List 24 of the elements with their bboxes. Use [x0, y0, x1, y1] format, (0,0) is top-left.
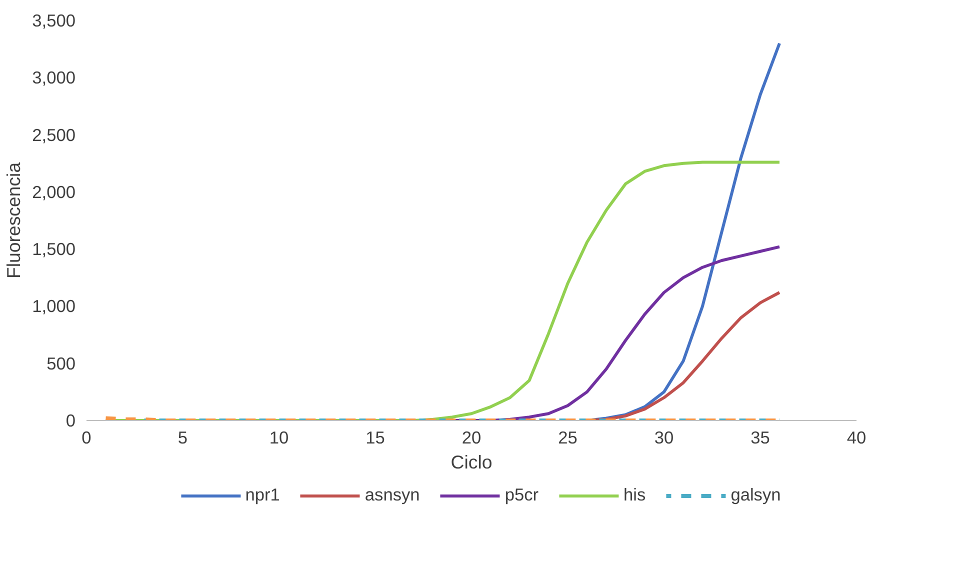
- y-tick-label: 2,500: [32, 124, 76, 145]
- legend-label: p5cr: [504, 484, 539, 506]
- x-tick-label: 0: [82, 428, 92, 448]
- legend-label: npr1: [245, 484, 280, 506]
- x-tick-label: 35: [750, 428, 770, 448]
- x-tick-label: 25: [558, 428, 578, 448]
- x-tick-label: 10: [269, 428, 289, 448]
- y-tick-label: 3,000: [32, 68, 76, 88]
- y-tick-label: 0: [66, 410, 76, 430]
- x-tick-label: 40: [846, 428, 866, 448]
- legend-label: galsyn: [730, 484, 781, 506]
- x-tick-label: 15: [366, 428, 385, 448]
- y-tick-label: 500: [46, 353, 76, 374]
- x-axis-title: Ciclo: [450, 452, 492, 472]
- y-axis-title: Fluorescencia: [3, 162, 24, 279]
- y-tick-label: 1,500: [32, 239, 76, 260]
- x-tick-label: 5: [178, 428, 188, 448]
- y-tick-label: 1,000: [32, 296, 76, 316]
- y-tick-label: 3,500: [32, 10, 76, 30]
- x-tick-label: 30: [654, 428, 674, 448]
- x-tick-label: 20: [462, 428, 482, 448]
- y-tick-label: 2,000: [32, 182, 76, 202]
- legend-label: asnsyn: [364, 484, 420, 506]
- legend-label: his: [624, 484, 646, 506]
